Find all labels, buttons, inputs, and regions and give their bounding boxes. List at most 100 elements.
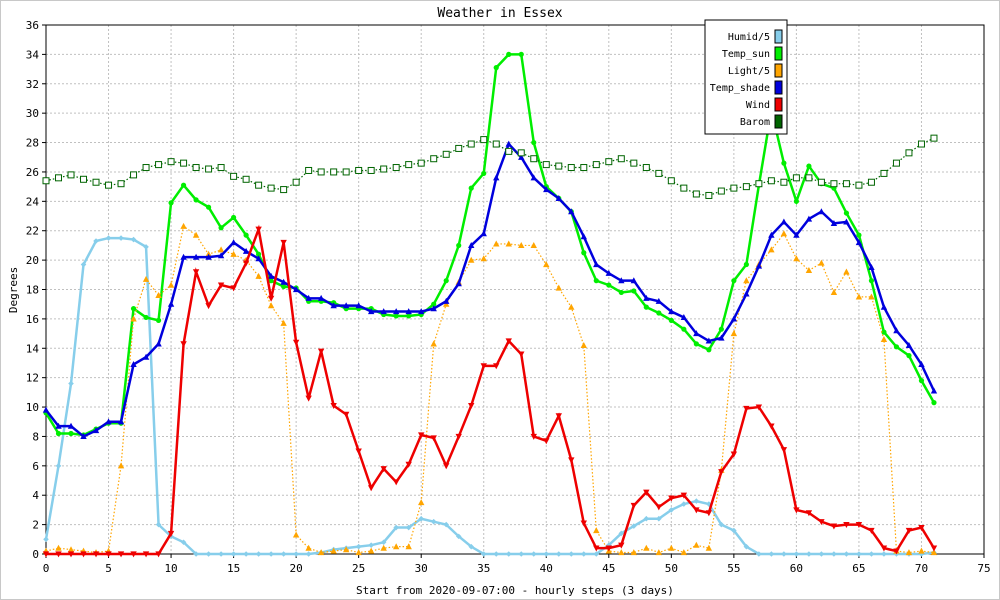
data-point-temp-shade [92,427,100,434]
data-point-barom [180,159,188,167]
data-point-humid-5 [818,551,825,557]
x-tick-label: 5 [105,562,112,575]
data-point-wind [793,507,800,514]
data-point-barom [242,175,250,183]
y-tick-label: 26 [26,166,39,179]
data-point-wind [593,545,600,552]
data-point-barom [630,159,638,167]
data-point-wind [255,226,262,233]
data-point-temp-sun [180,182,187,188]
data-point-temp-sun [443,278,449,284]
data-point-humid-5 [743,543,750,550]
data-point-barom [730,184,738,192]
data-point-temp-shade [330,302,337,309]
data-point-light-5 [568,303,575,310]
data-point-light-5 [130,315,137,322]
data-point-light-5 [255,272,262,279]
data-point-temp-shade [730,315,738,322]
legend-label-wind: Wind [746,100,770,111]
data-point-temp-sun [643,304,649,310]
data-point-temp-shade [42,406,50,413]
data-point-humid-5 [218,551,224,557]
data-point-temp-sun [593,278,599,284]
y-tick-label: 30 [26,107,39,120]
data-point-barom [67,171,75,179]
data-point-light-5 [180,222,187,229]
data-point-wind [668,495,675,502]
x-tick-label: 15 [227,562,240,575]
data-point-humid-5 [881,551,887,557]
data-point-barom [917,140,925,148]
data-point-barom [780,178,788,186]
data-point-temp-shade [693,330,700,337]
data-point-barom [330,168,338,176]
chart-title: Weather in Essex [437,6,562,21]
x-tick-label: 55 [727,562,740,575]
data-point-wind [543,438,550,445]
data-point-barom [830,180,838,188]
data-point-light-5 [930,549,938,556]
data-point-humid-5 [568,551,575,557]
data-point-temp-sun [456,242,462,249]
data-point-temp-shade [893,327,900,334]
data-point-light-5 [67,546,75,553]
series-line-light-5 [45,225,935,554]
data-point-humid-5 [105,235,112,241]
data-point-temp-sun [481,170,487,177]
data-point-temp-sun [130,306,137,312]
x-tick-label: 0 [43,562,50,575]
data-point-temp-sun [606,282,612,288]
data-point-light-5 [880,336,888,343]
data-point-barom [930,134,938,142]
data-point-temp-sun [806,163,812,169]
x-tick-label: 40 [540,562,553,575]
data-point-temp-sun [868,278,875,284]
data-point-temp-shade [380,308,387,315]
data-point-temp-shade [793,231,800,238]
data-point-temp-shade [655,297,663,304]
data-point-humid-5 [505,551,512,557]
data-point-wind [380,466,387,473]
data-point-temp-shade [67,422,75,429]
data-point-wind [117,551,125,558]
data-point-humid-5 [230,551,237,557]
data-point-wind [493,363,500,370]
data-point-humid-5 [718,521,725,528]
data-point-light-5 [918,547,925,554]
data-point-wind [805,510,813,517]
data-point-temp-sun [143,314,149,321]
data-point-barom [905,149,913,157]
data-point-light-5 [518,242,525,249]
data-point-barom [692,190,700,198]
y-tick-label: 20 [26,254,39,267]
data-point-wind [230,285,237,292]
legend-box [704,19,788,135]
data-point-temp-shade [755,262,763,269]
data-point-wind [392,479,400,486]
data-point-light-5 [830,289,838,296]
data-point-humid-5 [768,551,775,557]
data-point-wind [342,411,350,418]
data-point-humid-5 [806,551,812,557]
data-point-light-5 [405,543,412,550]
data-point-temp-sun [531,139,537,146]
data-point-barom [480,136,488,144]
legend-swatch-light-5 [774,63,783,78]
data-point-barom [130,171,138,179]
data-point-temp-shade [843,218,850,225]
data-point-wind [418,432,425,439]
data-point-humid-5 [305,551,312,557]
data-point-wind [768,423,775,430]
data-point-light-5 [493,240,500,247]
x-tick-label: 10 [164,562,177,575]
data-point-temp-sun [406,313,412,319]
data-point-light-5 [292,531,300,538]
data-point-wind [880,545,888,552]
data-point-light-5 [618,549,625,556]
data-point-humid-5 [280,551,287,557]
data-point-temp-shade [405,308,412,315]
data-point-temp-sun [843,210,850,216]
data-point-humid-5 [180,539,187,546]
data-point-wind [718,469,725,476]
